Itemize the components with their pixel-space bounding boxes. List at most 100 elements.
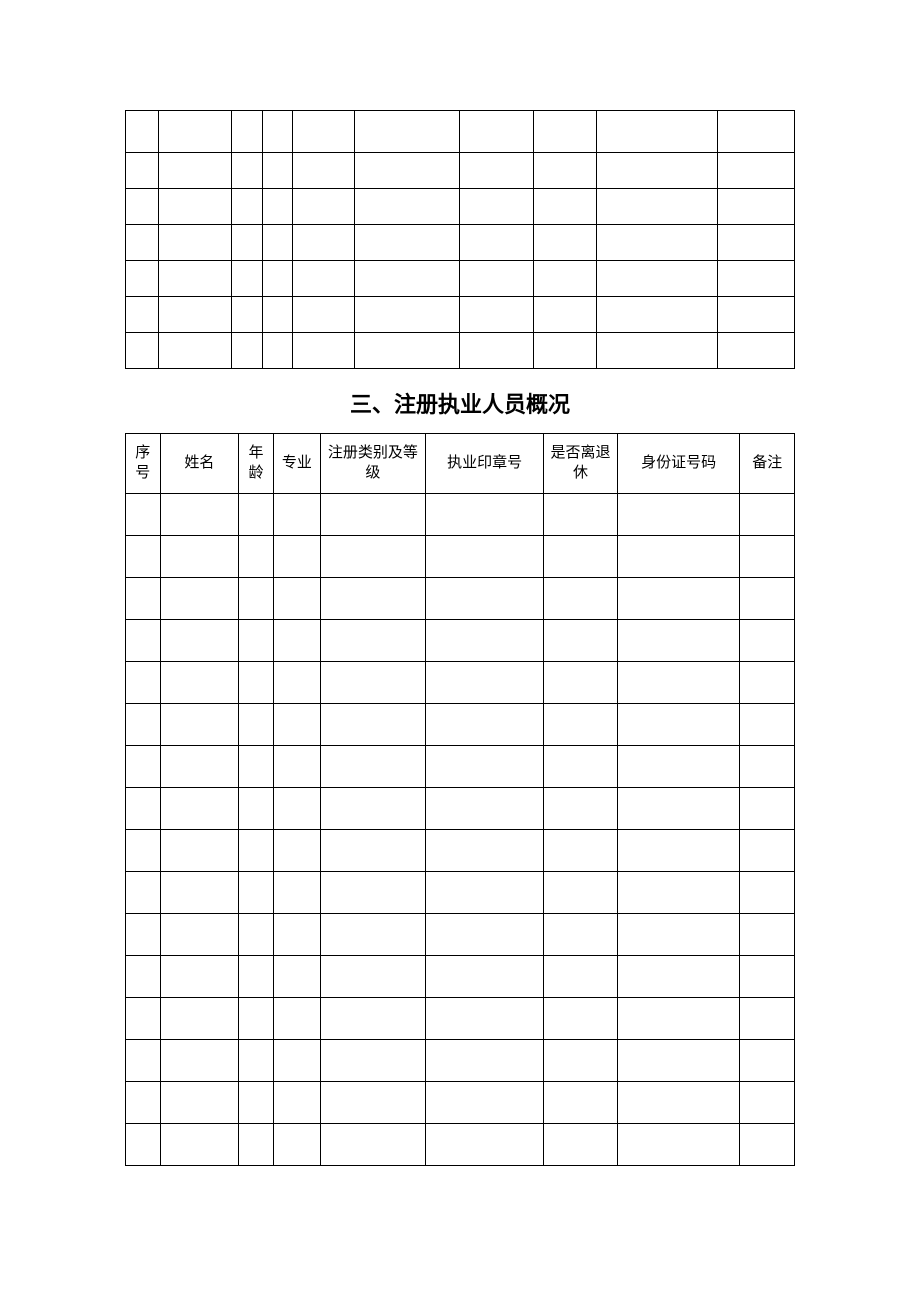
table-cell <box>239 704 274 746</box>
table-cell <box>717 189 794 225</box>
table-row <box>126 1082 795 1124</box>
table-cell <box>544 914 617 956</box>
table-cell <box>160 788 239 830</box>
table-cell <box>273 578 320 620</box>
table-cell <box>460 111 533 153</box>
table-cell <box>740 1082 795 1124</box>
table-cell <box>126 536 161 578</box>
table-cell <box>273 914 320 956</box>
table-cell <box>273 998 320 1040</box>
table-cell <box>273 830 320 872</box>
table-cell <box>321 872 426 914</box>
table-cell <box>740 578 795 620</box>
table-cell <box>262 111 292 153</box>
table-cell <box>425 830 544 872</box>
table-cell <box>544 788 617 830</box>
table-cell <box>617 494 740 536</box>
table-cell <box>126 914 161 956</box>
table-cell <box>262 189 292 225</box>
table-cell <box>597 111 718 153</box>
table-cell <box>159 153 232 189</box>
table-cell <box>160 620 239 662</box>
table-row <box>126 297 795 333</box>
table-row <box>126 189 795 225</box>
table-cell <box>740 704 795 746</box>
table-row <box>126 998 795 1040</box>
table-cell <box>126 297 159 333</box>
table-cell <box>273 536 320 578</box>
table-cell <box>159 297 232 333</box>
table-cell <box>126 189 159 225</box>
table-row <box>126 746 795 788</box>
table-cell <box>159 111 232 153</box>
table-cell <box>740 788 795 830</box>
table-cell <box>425 914 544 956</box>
table-cell <box>232 189 262 225</box>
table-cell <box>533 261 596 297</box>
table-cell <box>239 998 274 1040</box>
table-row <box>126 872 795 914</box>
table-cell <box>617 1082 740 1124</box>
table-cell <box>321 830 426 872</box>
table-cell <box>321 1124 426 1166</box>
table-cell <box>321 1040 426 1082</box>
table-cell <box>425 956 544 998</box>
table-cell <box>239 746 274 788</box>
table-cell <box>717 297 794 333</box>
table-cell <box>126 1082 161 1124</box>
table-cell <box>321 536 426 578</box>
table-cell <box>126 956 161 998</box>
table-cell <box>617 662 740 704</box>
table-cell <box>160 704 239 746</box>
table-cell <box>425 746 544 788</box>
table-cell <box>126 333 159 369</box>
table-cell <box>533 111 596 153</box>
table-cell <box>354 189 459 225</box>
table-cell <box>273 746 320 788</box>
table-cell <box>159 333 232 369</box>
table-cell <box>740 914 795 956</box>
table-cell <box>292 333 354 369</box>
table-cell <box>544 578 617 620</box>
table-cell <box>740 956 795 998</box>
table-cell <box>617 872 740 914</box>
table-cell <box>740 494 795 536</box>
table-cell <box>544 872 617 914</box>
table-cell <box>617 1040 740 1082</box>
table-cell <box>126 494 161 536</box>
table-cell <box>740 620 795 662</box>
table-cell <box>239 914 274 956</box>
table-cell <box>544 620 617 662</box>
table-header-row: 序号姓名年龄专业注册类别及等级执业印章号是否离退 休身份证号码备注 <box>126 434 795 494</box>
table-header-cell: 注册类别及等级 <box>321 434 426 494</box>
table-cell <box>460 333 533 369</box>
table-cell <box>460 153 533 189</box>
table-cell <box>262 261 292 297</box>
table-cell <box>617 536 740 578</box>
table-cell <box>740 998 795 1040</box>
table-cell <box>273 662 320 704</box>
table-cell <box>321 578 426 620</box>
table-cell <box>425 788 544 830</box>
table-cell <box>159 189 232 225</box>
table-cell <box>126 704 161 746</box>
table-row <box>126 578 795 620</box>
table-header-cell: 姓名 <box>160 434 239 494</box>
table-cell <box>597 153 718 189</box>
table-cell <box>597 261 718 297</box>
table-cell <box>126 830 161 872</box>
table-cell <box>262 225 292 261</box>
table-cell <box>617 956 740 998</box>
table-cell <box>354 333 459 369</box>
table-cell <box>292 189 354 225</box>
table-cell <box>597 189 718 225</box>
table-cell <box>321 1082 426 1124</box>
table-header-cell: 是否离退 休 <box>544 434 617 494</box>
table-cell <box>273 1124 320 1166</box>
table-cell <box>239 662 274 704</box>
page-content: 三、注册执业人员概况 序号姓名年龄专业注册类别及等级执业印章号是否离退 休身份证… <box>0 0 920 1166</box>
table-cell <box>425 872 544 914</box>
table-header-cell: 备注 <box>740 434 795 494</box>
table-cell <box>239 830 274 872</box>
table-cell <box>460 225 533 261</box>
